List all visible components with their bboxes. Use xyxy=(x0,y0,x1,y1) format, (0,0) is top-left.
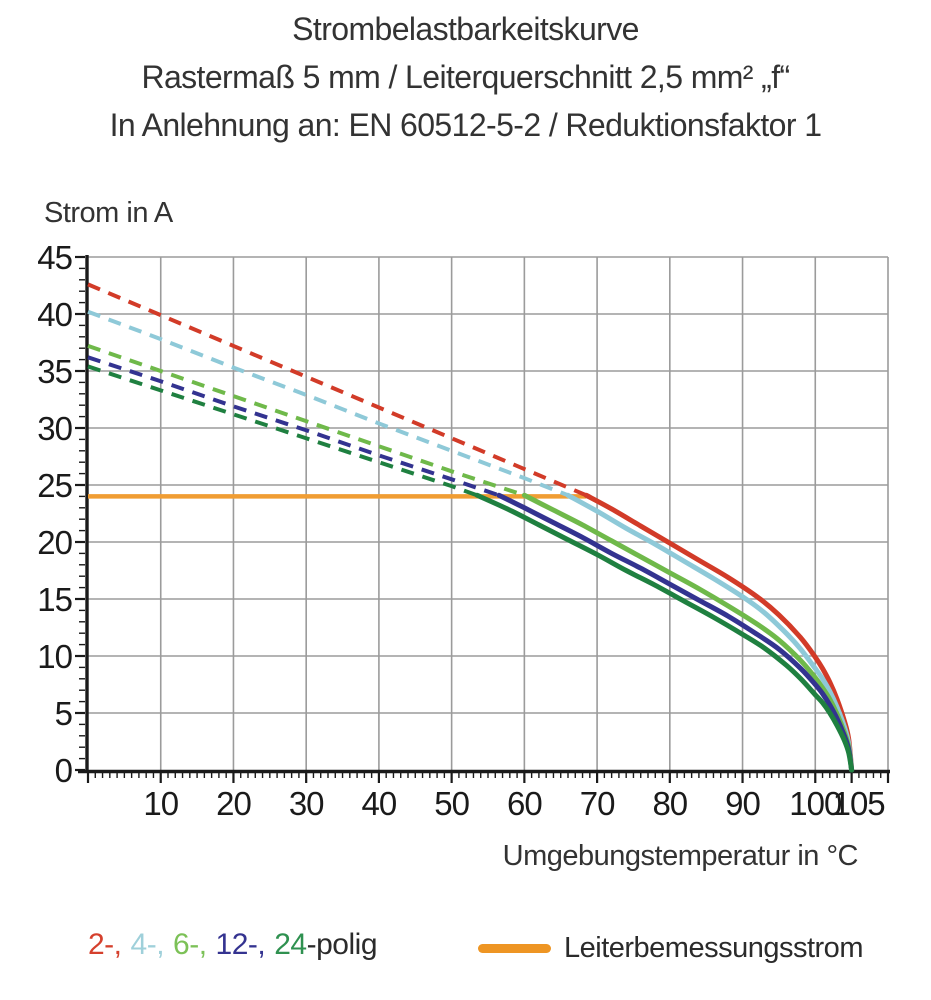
rated-current-swatch xyxy=(478,943,551,953)
series-24-polig-solid xyxy=(474,492,855,773)
series-24-polig-dashed xyxy=(87,364,478,498)
rated-current-label: Leiterbemessungsstrom xyxy=(564,931,863,964)
poles-legend-item-4-polig: 4-, xyxy=(130,928,165,961)
series-6-polig-solid xyxy=(521,492,855,773)
series-2-polig-solid xyxy=(583,492,855,773)
title-block: Strombelastbarkeitskurve Rastermaß 5 mm … xyxy=(0,5,931,149)
y-tick-label: 20 xyxy=(37,524,72,561)
y-axis-title: Strom in A xyxy=(44,197,173,229)
y-tick-label: 40 xyxy=(37,296,72,333)
x-tick-label: 50 xyxy=(434,785,469,822)
series-12-polig-dashed xyxy=(87,355,500,498)
chart-subtitle-standard: In Anlehnung an: EN 60512-5-2 / Reduktio… xyxy=(109,107,822,143)
y-tick-label: 35 xyxy=(37,353,72,390)
series-2-polig-dashed xyxy=(87,282,587,498)
x-tick-label: 105 xyxy=(833,785,885,822)
x-tick-label: 80 xyxy=(652,785,687,822)
poles-legend-suffix: -polig xyxy=(306,928,378,961)
poles-legend-item-12-polig: 12-, xyxy=(215,928,266,961)
series-12-polig-solid xyxy=(496,492,855,773)
y-tick-label: 30 xyxy=(37,410,72,447)
poles-legend: 2-, 4-, 6-, 12-, 24-polig xyxy=(88,928,378,962)
x-tick-label: 40 xyxy=(362,785,397,822)
series-4-polig-dashed xyxy=(87,309,569,498)
series-4-polig-solid xyxy=(565,492,855,773)
chart-subtitle-pitch: Rastermaß 5 mm / Leiterquerschnitt 2,5 m… xyxy=(141,59,790,95)
rated-current-legend: Leiterbemessungsstrom xyxy=(478,928,863,968)
x-tick-label: 70 xyxy=(580,785,615,822)
poles-legend-item-2-polig: 2-, xyxy=(88,928,122,961)
y-tick-label: 0 xyxy=(55,752,73,789)
y-tick-label: 45 xyxy=(37,239,72,276)
x-tick-label: 60 xyxy=(507,785,542,822)
poles-legend-items: 2-, 4-, 6-, 12-, 24 xyxy=(88,928,307,961)
y-tick-label: 25 xyxy=(37,467,72,504)
x-tick-label: 10 xyxy=(143,785,178,822)
y-tick-label: 15 xyxy=(37,581,72,618)
y-tick-label: 10 xyxy=(37,638,72,675)
y-tick-label: 5 xyxy=(55,695,72,732)
series-6-polig-dashed xyxy=(87,344,525,498)
x-tick-label: 90 xyxy=(725,785,760,822)
x-tick-label: 30 xyxy=(289,785,324,822)
x-tick-label: 100 xyxy=(789,785,842,822)
x-tick-label: 20 xyxy=(216,785,251,822)
chart-title: Strombelastbarkeitskurve xyxy=(292,11,639,47)
poles-legend-item-6-polig: 6-, xyxy=(173,928,207,961)
poles-legend-item-24-polig: 24 xyxy=(274,928,307,961)
x-axis-title: Umgebungstemperatur in °C xyxy=(502,840,859,872)
